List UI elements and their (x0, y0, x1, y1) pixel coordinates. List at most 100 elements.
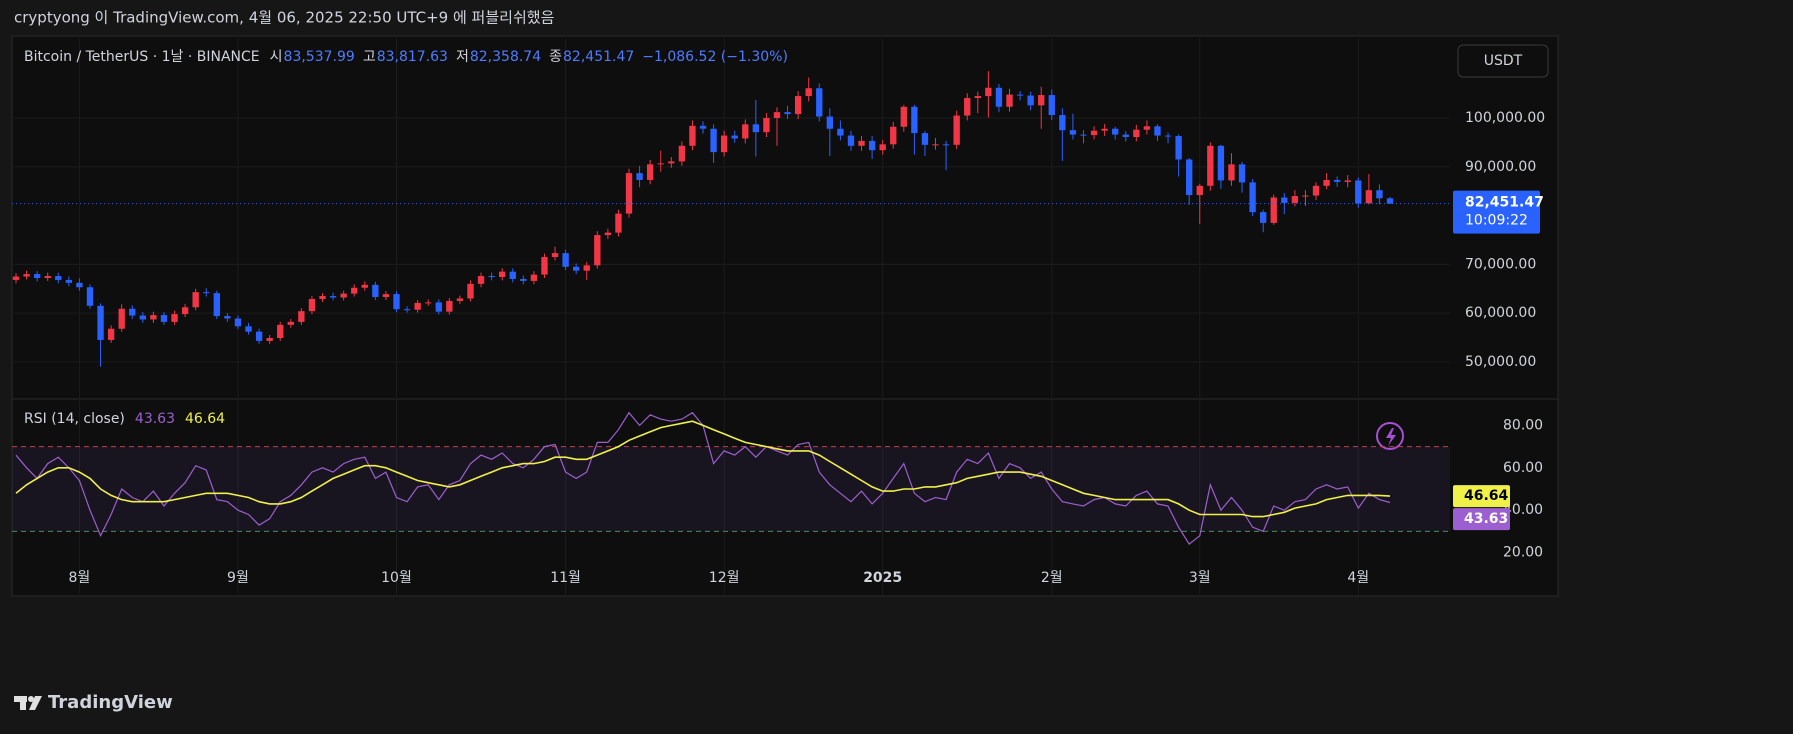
candle-body (160, 315, 168, 322)
candle-body (234, 318, 242, 327)
rsi-value-badge-label: 43.63 (1464, 511, 1508, 527)
candle-body (604, 232, 612, 236)
candle-body (97, 305, 104, 340)
candle-body (921, 133, 929, 145)
legend-text: 82,451.47 (563, 49, 634, 65)
candle-body (541, 257, 548, 275)
candle-body (1323, 179, 1330, 186)
candle-body (1143, 126, 1151, 130)
candle-body (86, 287, 94, 306)
candle-body (414, 302, 421, 310)
candle-body (932, 144, 939, 146)
candle-body (826, 116, 834, 129)
candle-body (847, 135, 855, 146)
rsi-value-badge-label: 46.64 (1464, 488, 1509, 504)
candle-body (393, 294, 400, 310)
legend-text: 46.64 (185, 411, 225, 427)
y-tick-label: 90,000.00 (1465, 159, 1536, 175)
candle-body (1207, 145, 1214, 186)
rsi-line (15, 420, 1391, 518)
candle-body (298, 311, 305, 322)
rsi-tick-label: 20.00 (1503, 545, 1543, 561)
candle-body (287, 321, 294, 325)
candle-body (805, 88, 812, 97)
candle-body (816, 88, 823, 117)
candle-body (1175, 136, 1182, 160)
candle-body (900, 106, 907, 127)
rsi-tick-label: 40.00 (1503, 502, 1543, 518)
candle-body (1228, 164, 1235, 181)
candle-body (129, 308, 136, 316)
lightning-icon[interactable] (1376, 422, 1404, 450)
x-tick-label: 2025 (863, 570, 902, 586)
publish-header: cryptyong 이 TradingView.com, 4월 06, 2025… (14, 9, 554, 27)
candle-body (203, 292, 210, 294)
candle-body (1312, 185, 1320, 196)
candle-body (329, 296, 337, 298)
currency-button[interactable] (1457, 44, 1549, 78)
candle-body (1048, 95, 1055, 116)
candle-body (985, 87, 992, 97)
candle-body (266, 338, 273, 341)
candle-body (446, 300, 453, 312)
candle-body (213, 293, 220, 317)
candle-body (1376, 190, 1383, 199)
candle-body (678, 145, 686, 162)
candle-body (562, 253, 569, 267)
candle-body (308, 298, 316, 312)
legend-text: 43.63 (135, 411, 175, 427)
candle-body (1249, 182, 1256, 213)
candle-body (340, 293, 347, 298)
x-tick-label: 10월 (381, 570, 412, 586)
rsi-band (12, 446, 1450, 532)
candle-body (1069, 130, 1077, 135)
legend-text: 종 (549, 49, 562, 65)
candle-body (1027, 95, 1034, 106)
candle-body (689, 125, 696, 146)
x-tick-label: 9월 (227, 570, 249, 586)
x-tick-label: 8월 (69, 570, 91, 586)
legend-text: 83,537.99 (284, 49, 355, 65)
candle-body (107, 328, 115, 340)
candle-body (668, 161, 675, 164)
candle-body (520, 278, 527, 281)
x-tick-label: 3월 (1189, 570, 1211, 586)
candle-body (23, 274, 30, 277)
legend-text: 83,817.63 (377, 49, 448, 65)
candle-body (1365, 190, 1373, 204)
candle-body (1386, 198, 1394, 204)
candle-body (1270, 197, 1277, 223)
candle-body (65, 279, 73, 283)
candle-body (879, 144, 886, 151)
candle-body (139, 315, 147, 320)
legend-text: 고 (363, 49, 376, 65)
footer-brand: TradingView (48, 692, 173, 713)
candle-body (55, 276, 62, 280)
x-tick-label: 12월 (709, 570, 740, 586)
rsi-tick-label: 60.00 (1503, 460, 1543, 476)
legend-text: −1,086.52 (−1.30%) (642, 49, 788, 65)
candle-body (657, 163, 664, 165)
candle-body (277, 324, 284, 338)
last-price-badge (1453, 190, 1540, 234)
candle-body (720, 135, 728, 153)
rsi-tick-label: 80.00 (1503, 417, 1543, 433)
candle-body (1333, 179, 1341, 182)
candle-body (1112, 128, 1119, 135)
candle-body (1281, 197, 1288, 203)
candle-body (858, 140, 865, 146)
candle-body (551, 253, 559, 258)
candle-body (784, 112, 791, 115)
candle-body (1238, 164, 1246, 183)
legend-text: 82,358.74 (470, 49, 541, 65)
candle-body (1101, 128, 1108, 131)
candle-body (44, 276, 51, 278)
candle-body (773, 112, 781, 118)
candle-body (742, 124, 749, 139)
candle-body (456, 298, 464, 301)
y-tick-label: 60,000.00 (1465, 305, 1536, 321)
candle-body (12, 276, 20, 280)
candle-body (118, 308, 125, 329)
rsi-value-badge (1453, 508, 1510, 531)
